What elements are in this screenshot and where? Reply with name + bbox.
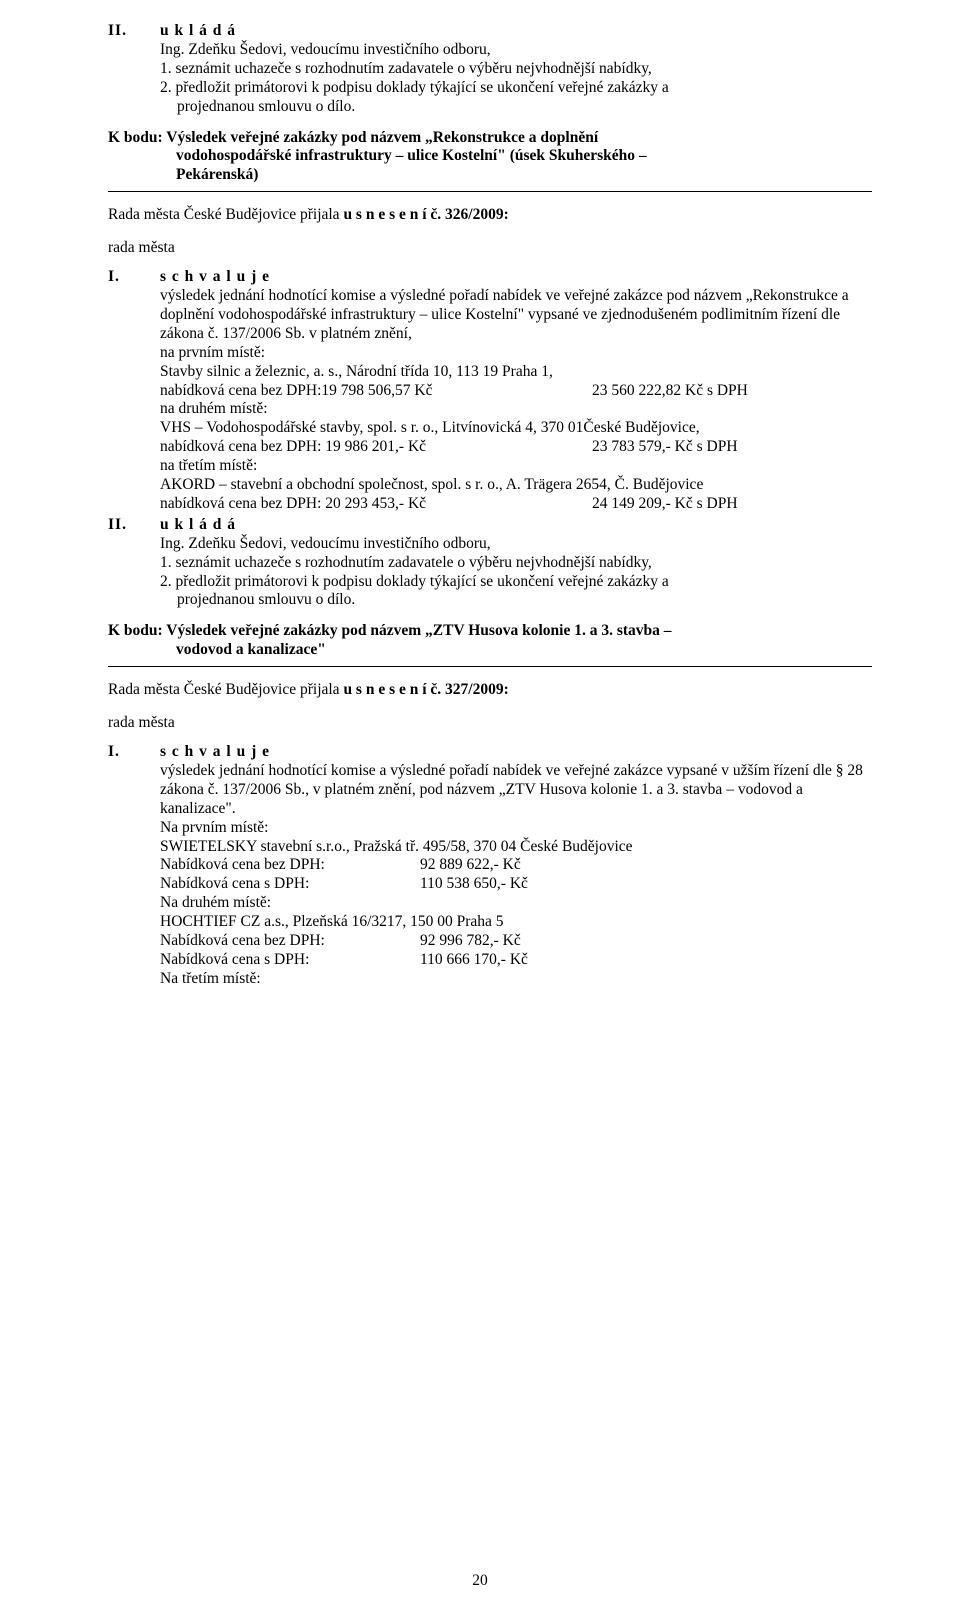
b2-place2-row1-l: Nabídková cena bez DPH:: [160, 932, 420, 951]
section-schvaluje-2: I. s c h v a l u j e výsledek jednání ho…: [108, 743, 872, 989]
place3-label: na třetím místě:: [160, 457, 872, 476]
b2-place2-row2-l: Nabídková cena s DPH:: [160, 951, 420, 970]
uklada-body-mid: u k l á d á Ing. Zdeňku Šedovi, vedoucím…: [160, 516, 872, 611]
place1-price-right: 23 560 222,82 Kč s DPH: [592, 382, 872, 401]
divider-1: [108, 191, 872, 192]
rada-mesta-1: rada města: [108, 239, 872, 258]
kbodu-heading-2: K bodu: Výsledek veřejné zakázky pod náz…: [108, 622, 872, 660]
schvaluje2-p1: výsledek jednání hodnotící komise a výsl…: [160, 762, 872, 819]
uklada-item1-mid: 1. seznámit uchazeče s rozhodnutím zadav…: [160, 554, 872, 573]
schvaluje-body-2: s c h v a l u j e výsledek jednání hodno…: [160, 743, 872, 989]
b2-place2-row1: Nabídková cena bez DPH: 92 996 782,- Kč: [160, 932, 872, 951]
uklada-to-line-top: Ing. Zdeňku Šedovi, vedoucímu investiční…: [160, 41, 872, 60]
uklada-item2a-top: 2. předložit primátorovi k podpisu dokla…: [160, 79, 872, 98]
b2-place1-label: Na prvním místě:: [160, 819, 872, 838]
uklada-item2a-mid: 2. předložit primátorovi k podpisu dokla…: [160, 573, 872, 592]
b2-place1-row2-r: 110 538 650,- Kč: [420, 875, 528, 894]
resolution-line-327: Rada města České Budějovice přijala u s …: [108, 681, 872, 700]
uklada-heading-top: u k l á d á: [160, 22, 872, 41]
res326-prefix: Rada města České Budějovice přijala: [108, 206, 343, 223]
b2-place1-row2: Nabídková cena s DPH: 110 538 650,- Kč: [160, 875, 872, 894]
page: II. u k l á d á Ing. Zdeňku Šedovi, vedo…: [0, 0, 960, 1613]
kbodu1-line3: Pekárenská): [108, 166, 872, 185]
b2-place1-row1-l: Nabídková cena bez DPH:: [160, 856, 420, 875]
page-number: 20: [0, 1572, 960, 1591]
b2-place2-row2-r: 110 666 170,- Kč: [420, 951, 528, 970]
schvaluje-heading-2: s c h v a l u j e: [160, 743, 872, 762]
place1-label: na prvním místě:: [160, 344, 872, 363]
place2-price-right: 23 783 579,- Kč s DPH: [592, 438, 872, 457]
b2-place1-row2-l: Nabídková cena s DPH:: [160, 875, 420, 894]
place2-price-row: nabídková cena bez DPH: 19 986 201,- Kč …: [160, 438, 872, 457]
b2-place1-row1-r: 92 889 622,- Kč: [420, 856, 521, 875]
uklada-item1-top: 1. seznámit uchazeče s rozhodnutím zadav…: [160, 60, 872, 79]
place2-price-left: nabídková cena bez DPH: 19 986 201,- Kč: [160, 438, 592, 457]
b2-place3-label: Na třetím místě:: [160, 970, 872, 989]
kbodu1-line2: vodohospodářské infrastruktury – ulice K…: [108, 147, 872, 166]
uklada-item2b-top: projednanou smlouvu o dílo.: [160, 98, 872, 117]
b2-place2-name: HOCHTIEF CZ a.s., Plzeňská 16/3217, 150 …: [160, 913, 872, 932]
place1-name: Stavby silnic a železnic, a. s., Národní…: [160, 363, 872, 382]
place3-price-row: nabídková cena bez DPH: 20 293 453,- Kč …: [160, 495, 872, 514]
roman-ii-top: II.: [108, 22, 160, 117]
place1-price-left: nabídková cena bez DPH:19 798 506,57 Kč: [160, 382, 592, 401]
b2-place1-name: SWIETELSKY stavební s.r.o., Pražská tř. …: [160, 838, 872, 857]
place3-price-left: nabídková cena bez DPH: 20 293 453,- Kč: [160, 495, 592, 514]
kbodu1-line1: K bodu: Výsledek veřejné zakázky pod náz…: [108, 129, 872, 148]
res326-bold: u s n e s e n í č. 326/2009:: [343, 206, 508, 223]
uklada-to-line-mid: Ing. Zdeňku Šedovi, vedoucímu investiční…: [160, 535, 872, 554]
schvaluje-heading-1: s c h v a l u j e: [160, 268, 872, 287]
b2-place2-label: Na druhém místě:: [160, 894, 872, 913]
uklada-heading-mid: u k l á d á: [160, 516, 872, 535]
b2-place2-row1-r: 92 996 782,- Kč: [420, 932, 521, 951]
roman-i-1: I.: [108, 268, 160, 514]
place2-label: na druhém místě:: [160, 400, 872, 419]
section-uklada-mid: II. u k l á d á Ing. Zdeňku Šedovi, vedo…: [108, 516, 872, 611]
schvaluje-p1: výsledek jednání hodnotící komise a výsl…: [160, 287, 872, 344]
kbodu2-line1: K bodu: Výsledek veřejné zakázky pod náz…: [108, 622, 872, 641]
place3-price-right: 24 149 209,- Kč s DPH: [592, 495, 872, 514]
kbodu2-line2: vodovod a kanalizace": [108, 641, 872, 660]
res327-prefix: Rada města České Budějovice přijala: [108, 681, 343, 698]
section-uklada-top: II. u k l á d á Ing. Zdeňku Šedovi, vedo…: [108, 22, 872, 117]
roman-i-2: I.: [108, 743, 160, 989]
kbodu-heading-1: K bodu: Výsledek veřejné zakázky pod náz…: [108, 129, 872, 186]
b2-place2-row2: Nabídková cena s DPH: 110 666 170,- Kč: [160, 951, 872, 970]
b2-place1-row1: Nabídková cena bez DPH: 92 889 622,- Kč: [160, 856, 872, 875]
resolution-line-326: Rada města České Budějovice přijala u s …: [108, 206, 872, 225]
res327-bold: u s n e s e n í č. 327/2009:: [343, 681, 508, 698]
place2-name: VHS – Vodohospodářské stavby, spol. s r.…: [160, 419, 872, 438]
schvaluje-body-1: s c h v a l u j e výsledek jednání hodno…: [160, 268, 872, 514]
uklada-body-top: u k l á d á Ing. Zdeňku Šedovi, vedoucím…: [160, 22, 872, 117]
place1-price-row: nabídková cena bez DPH:19 798 506,57 Kč …: [160, 382, 872, 401]
place3-name: AKORD – stavební a obchodní společnost, …: [160, 476, 872, 495]
rada-mesta-2: rada města: [108, 714, 872, 733]
divider-2: [108, 666, 872, 667]
roman-ii-mid: II.: [108, 516, 160, 611]
uklada-item2b-mid: projednanou smlouvu o dílo.: [160, 591, 872, 610]
section-schvaluje-1: I. s c h v a l u j e výsledek jednání ho…: [108, 268, 872, 514]
